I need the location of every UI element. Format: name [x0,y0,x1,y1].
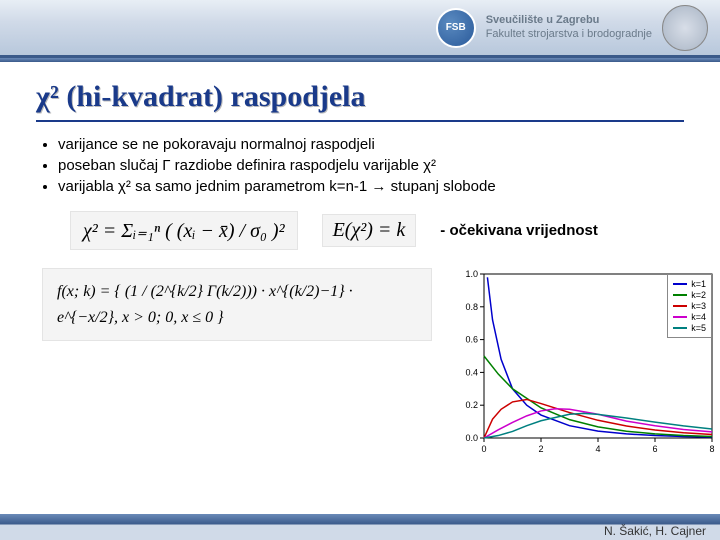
legend-item: k=5 [673,323,706,333]
pdf-formula: f(x; k) = { (1 / (2^{k/2} Γ(k/2))) · x^{… [42,268,432,341]
author-credits: N. Šakić, H. Cajner [604,524,706,538]
legend-swatch-icon [673,327,687,329]
footer-bar: N. Šakić, H. Cajner [0,514,720,540]
lower-content: f(x; k) = { (1 / (2^{k/2} Γ(k/2))) · x^{… [42,268,720,463]
legend-item: k=2 [673,290,706,300]
legend-swatch-icon [673,305,687,307]
legend-label: k=5 [691,323,706,333]
svg-text:0.8: 0.8 [465,302,478,312]
legend-item: k=3 [673,301,706,311]
expected-value-formula: E(χ²) = k [322,214,417,247]
svg-text:0.2: 0.2 [465,400,478,410]
uni-name: Sveučilište u Zagrebu [486,14,652,27]
svg-text:0: 0 [481,444,486,454]
legend-label: k=2 [691,290,706,300]
legend-label: k=3 [691,301,706,311]
list-item: varijance se ne pokoravaju normalnoj ras… [58,136,720,153]
fsb-logo-icon: FSB [436,8,476,48]
expected-value-label: - očekivana vrijednost [440,222,598,239]
chi-square-chart: 0 2 4 6 8 0.0 0.2 0.4 0.6 0.8 1.0 k=1k=2k=3k=4k=5 [450,268,720,463]
svg-text:2: 2 [538,444,543,454]
svg-text:0.0: 0.0 [465,433,478,443]
university-label: Sveučilište u Zagrebu Fakultet strojarst… [486,14,652,40]
header-bar: FSB Sveučilište u Zagrebu Fakultet stroj… [0,0,720,58]
legend-swatch-icon [673,283,687,285]
chart-legend: k=1k=2k=3k=4k=5 [667,274,712,338]
legend-label: k=4 [691,312,706,322]
legend-item: k=4 [673,312,706,322]
title-underline [36,120,684,122]
list-item: poseban slučaj Γ razdiobe definira raspo… [58,157,720,174]
bullet-list: varijance se ne pokoravaju normalnoj ras… [58,136,720,195]
formula-row: χ² = Σᵢ₌₁ⁿ ( (xᵢ − x̄) / σ₀ )² E(χ²) = k… [70,211,720,250]
svg-text:0.4: 0.4 [465,367,478,377]
svg-text:1.0: 1.0 [465,269,478,279]
list-item: varijabla χ² sa samo jednim parametrom k… [58,178,720,195]
svg-text:0.6: 0.6 [465,335,478,345]
university-seal-icon [662,5,708,51]
svg-text:8: 8 [709,444,714,454]
page-title: χ² (hi-kvadrat) raspodjela [36,80,720,114]
svg-text:6: 6 [652,444,657,454]
legend-label: k=1 [691,279,706,289]
chi-square-formula: χ² = Σᵢ₌₁ⁿ ( (xᵢ − x̄) / σ₀ )² [70,211,298,250]
svg-text:4: 4 [595,444,600,454]
header-divider [0,58,720,62]
legend-swatch-icon [673,316,687,318]
legend-swatch-icon [673,294,687,296]
faculty-name: Fakultet strojarstva i brodogradnje [486,28,652,41]
legend-item: k=1 [673,279,706,289]
